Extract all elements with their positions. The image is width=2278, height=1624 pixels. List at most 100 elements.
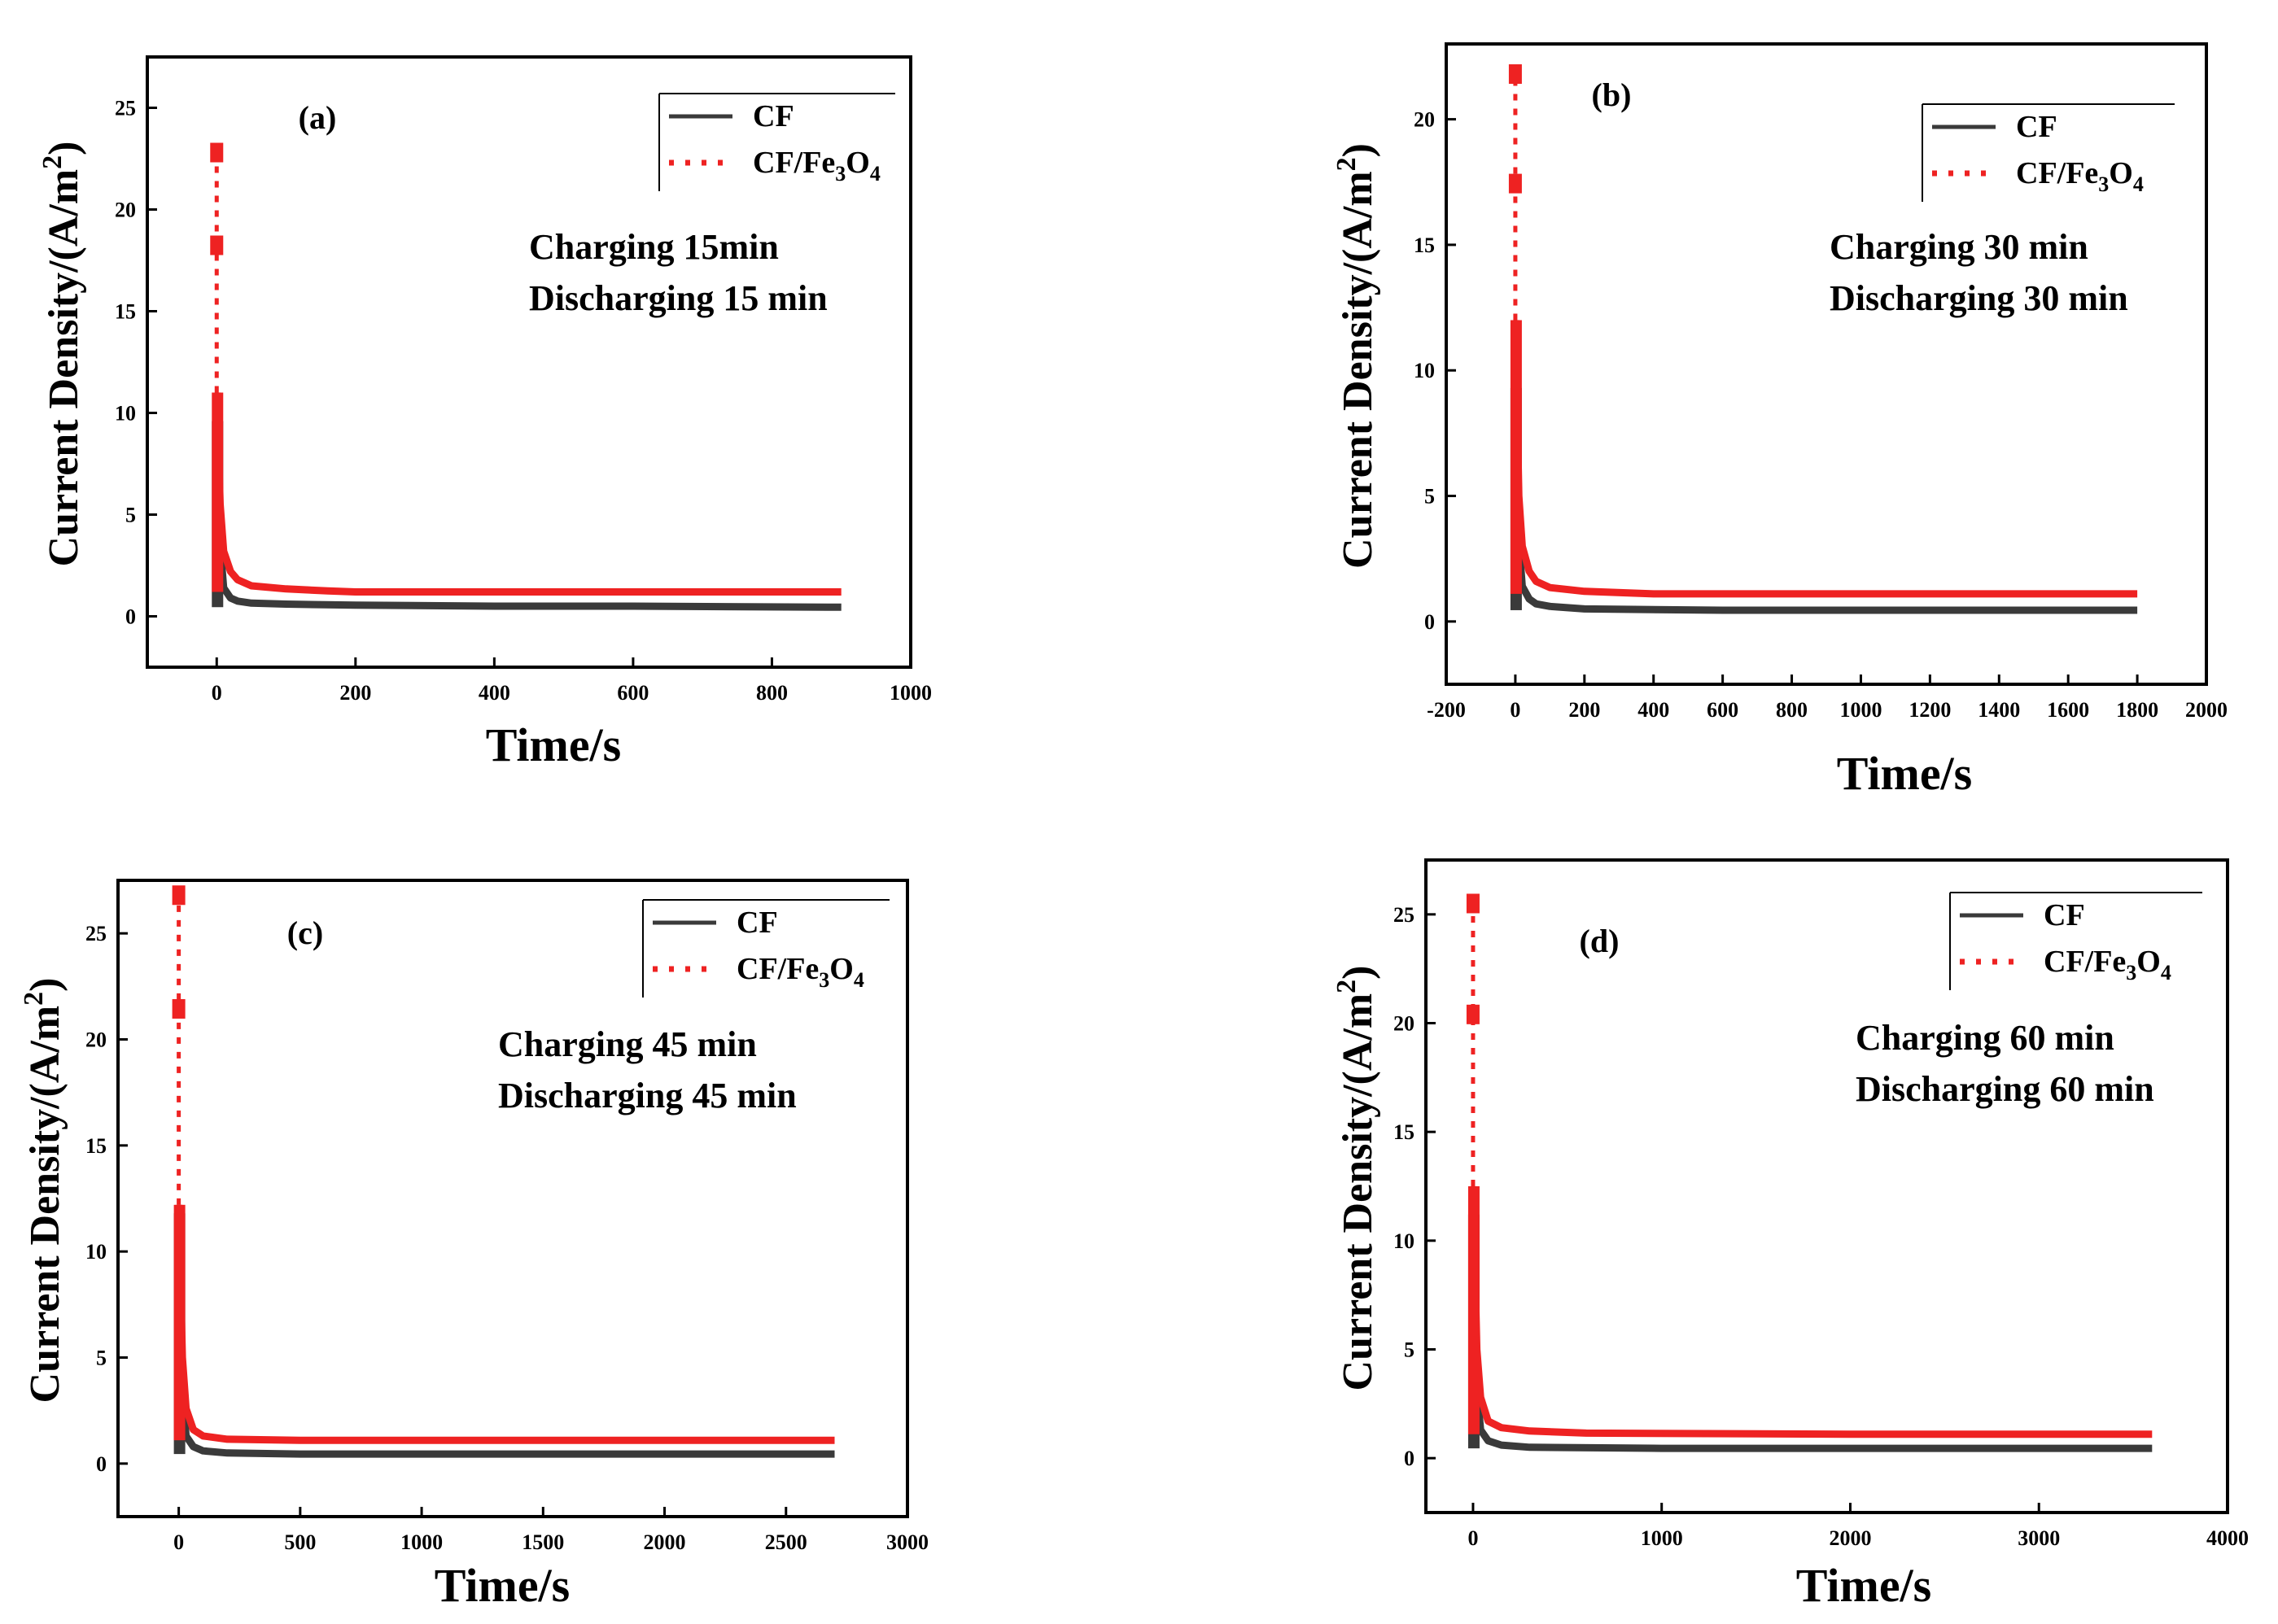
series-peak-marker bbox=[172, 885, 186, 906]
series-line bbox=[1511, 387, 2138, 614]
legend-label-cf: CF bbox=[737, 906, 778, 940]
x-axis-label: Time/s bbox=[1796, 1559, 1932, 1612]
x-tick-label: 1800 bbox=[2116, 698, 2158, 722]
legend-label-cf-fe3o4: CF/Fe3O4 bbox=[753, 146, 881, 186]
series-cf bbox=[1510, 387, 2138, 614]
x-tick-label: 1600 bbox=[2047, 698, 2089, 722]
x-tick-label: 2000 bbox=[644, 1530, 686, 1554]
x-tick-label: 0 bbox=[173, 1530, 184, 1554]
y-tick-label: 0 bbox=[1404, 1447, 1414, 1470]
y-axis-label: Current Density/(A/m2) bbox=[1331, 966, 1381, 1391]
series-peak-marker bbox=[210, 235, 224, 255]
y-tick-label: 20 bbox=[85, 1028, 107, 1052]
condition-annotation: Discharging 15 min bbox=[529, 278, 828, 318]
y-tick-label: 15 bbox=[85, 1134, 107, 1158]
y-tick-label: 5 bbox=[96, 1347, 107, 1370]
series-cf-fe3o4 bbox=[210, 142, 842, 596]
series-cf bbox=[1467, 1214, 2153, 1452]
series-peak-marker bbox=[172, 998, 186, 1019]
plot-frame bbox=[1424, 858, 2229, 1514]
y-tick-label: 15 bbox=[1393, 1120, 1414, 1144]
x-tick-label: 400 bbox=[1637, 698, 1669, 722]
legend-label-cf: CF bbox=[753, 99, 794, 133]
condition-annotation: Charging 45 min bbox=[498, 1024, 757, 1064]
legend-label-cf: CF bbox=[2016, 110, 2057, 144]
series-cf bbox=[173, 1213, 835, 1458]
series-cf-fe3o4 bbox=[1466, 893, 2153, 1438]
y-tick-label: 5 bbox=[125, 504, 136, 527]
x-tick-label: 1000 bbox=[400, 1530, 443, 1554]
series-line bbox=[1511, 320, 2138, 598]
series-cf-fe3o4 bbox=[1508, 64, 2138, 598]
y-tick-label: 10 bbox=[1414, 359, 1435, 382]
series-cf-fe3o4 bbox=[172, 885, 835, 1444]
series-line bbox=[212, 421, 842, 611]
y-tick-label: 25 bbox=[85, 922, 107, 945]
series-line bbox=[175, 1204, 835, 1444]
x-tick-label: 500 bbox=[284, 1530, 316, 1554]
x-tick-label: 1200 bbox=[1909, 698, 1951, 722]
x-axis-label: Time/s bbox=[435, 1559, 571, 1612]
legend-label-cf-fe3o4: CF/Fe3O4 bbox=[2016, 156, 2144, 196]
series-peak-marker bbox=[1508, 173, 1522, 194]
x-tick-label: 800 bbox=[756, 681, 788, 705]
chart-panel-b: -200 0 200 400 600 800 1000 1200 1400 1600 1800 200… bbox=[1331, 42, 2228, 800]
y-tick-label: 20 bbox=[1393, 1012, 1414, 1036]
condition-annotation: Charging 60 min bbox=[1856, 1018, 2114, 1058]
condition-annotation: Discharging 30 min bbox=[1830, 278, 2128, 318]
plot-frame bbox=[116, 879, 909, 1518]
x-tick-label: 4000 bbox=[2206, 1526, 2249, 1550]
x-tick-label: 1000 bbox=[1641, 1526, 1683, 1550]
x-axis-label: Time/s bbox=[486, 718, 622, 771]
condition-annotation: Discharging 45 min bbox=[498, 1076, 797, 1115]
x-tick-label: 2500 bbox=[765, 1530, 807, 1554]
y-tick-label: 25 bbox=[1393, 903, 1414, 927]
x-tick-label: 600 bbox=[1707, 698, 1738, 722]
series-cf bbox=[212, 421, 842, 611]
x-axis-label: Time/s bbox=[1837, 747, 1973, 800]
chart-panel-a: 0 200 400 600 800 1000 0 5 10 15 20 25 Time/s Current… bbox=[37, 55, 932, 771]
x-tick-label: 2000 bbox=[2185, 698, 2228, 722]
x-tick-label: 1000 bbox=[890, 681, 932, 705]
x-tick-label: 800 bbox=[1776, 698, 1808, 722]
plot-frame bbox=[1445, 42, 2208, 686]
series-peak-marker bbox=[1508, 64, 1522, 85]
y-tick-label: 5 bbox=[1424, 485, 1435, 509]
condition-annotation: Discharging 60 min bbox=[1856, 1069, 2154, 1109]
y-axis-label: Current Density/(A/m2) bbox=[19, 978, 68, 1404]
x-tick-label: 2000 bbox=[1829, 1526, 1871, 1550]
y-tick-label: 15 bbox=[1414, 234, 1435, 257]
series-line bbox=[1469, 1214, 2153, 1452]
x-tick-label: 1400 bbox=[1978, 698, 2020, 722]
y-tick-label: 20 bbox=[1414, 108, 1435, 132]
x-tick-label: -200 bbox=[1427, 698, 1466, 722]
condition-annotation: Charging 30 min bbox=[1830, 227, 2088, 267]
x-tick-label: 200 bbox=[1568, 698, 1600, 722]
x-tick-label: 0 bbox=[1510, 698, 1520, 722]
chart-panel-d: 0 1000 2000 3000 4000 0 5 10 15 20 25 Time/s Current… bbox=[1331, 858, 2249, 1612]
legend-label-cf: CF bbox=[2044, 898, 2085, 932]
y-tick-label: 20 bbox=[115, 199, 136, 222]
series-peak-marker bbox=[1466, 1004, 1480, 1024]
x-tick-label: 1000 bbox=[1839, 698, 1882, 722]
y-tick-label: 10 bbox=[115, 402, 136, 426]
y-tick-label: 0 bbox=[96, 1452, 107, 1476]
x-tick-label: 1500 bbox=[522, 1530, 564, 1554]
series-line bbox=[175, 1213, 835, 1458]
y-tick-label: 0 bbox=[1424, 610, 1435, 634]
y-tick-label: 10 bbox=[1393, 1229, 1414, 1253]
x-tick-label: 0 bbox=[1467, 1526, 1478, 1550]
series-peak-marker bbox=[210, 142, 224, 163]
y-tick-label: 15 bbox=[115, 300, 136, 324]
legend-label-cf-fe3o4: CF/Fe3O4 bbox=[2044, 945, 2171, 984]
panel-title: (d) bbox=[1580, 923, 1620, 959]
panel-title: (b) bbox=[1592, 76, 1632, 113]
x-tick-label: 600 bbox=[617, 681, 649, 705]
y-tick-label: 10 bbox=[85, 1240, 107, 1264]
legend-label-cf-fe3o4: CF/Fe3O4 bbox=[737, 952, 864, 992]
condition-annotation: Charging 15min bbox=[529, 227, 779, 267]
x-tick-label: 200 bbox=[339, 681, 371, 705]
panel-title: (c) bbox=[287, 915, 323, 951]
y-tick-label: 0 bbox=[125, 605, 136, 629]
